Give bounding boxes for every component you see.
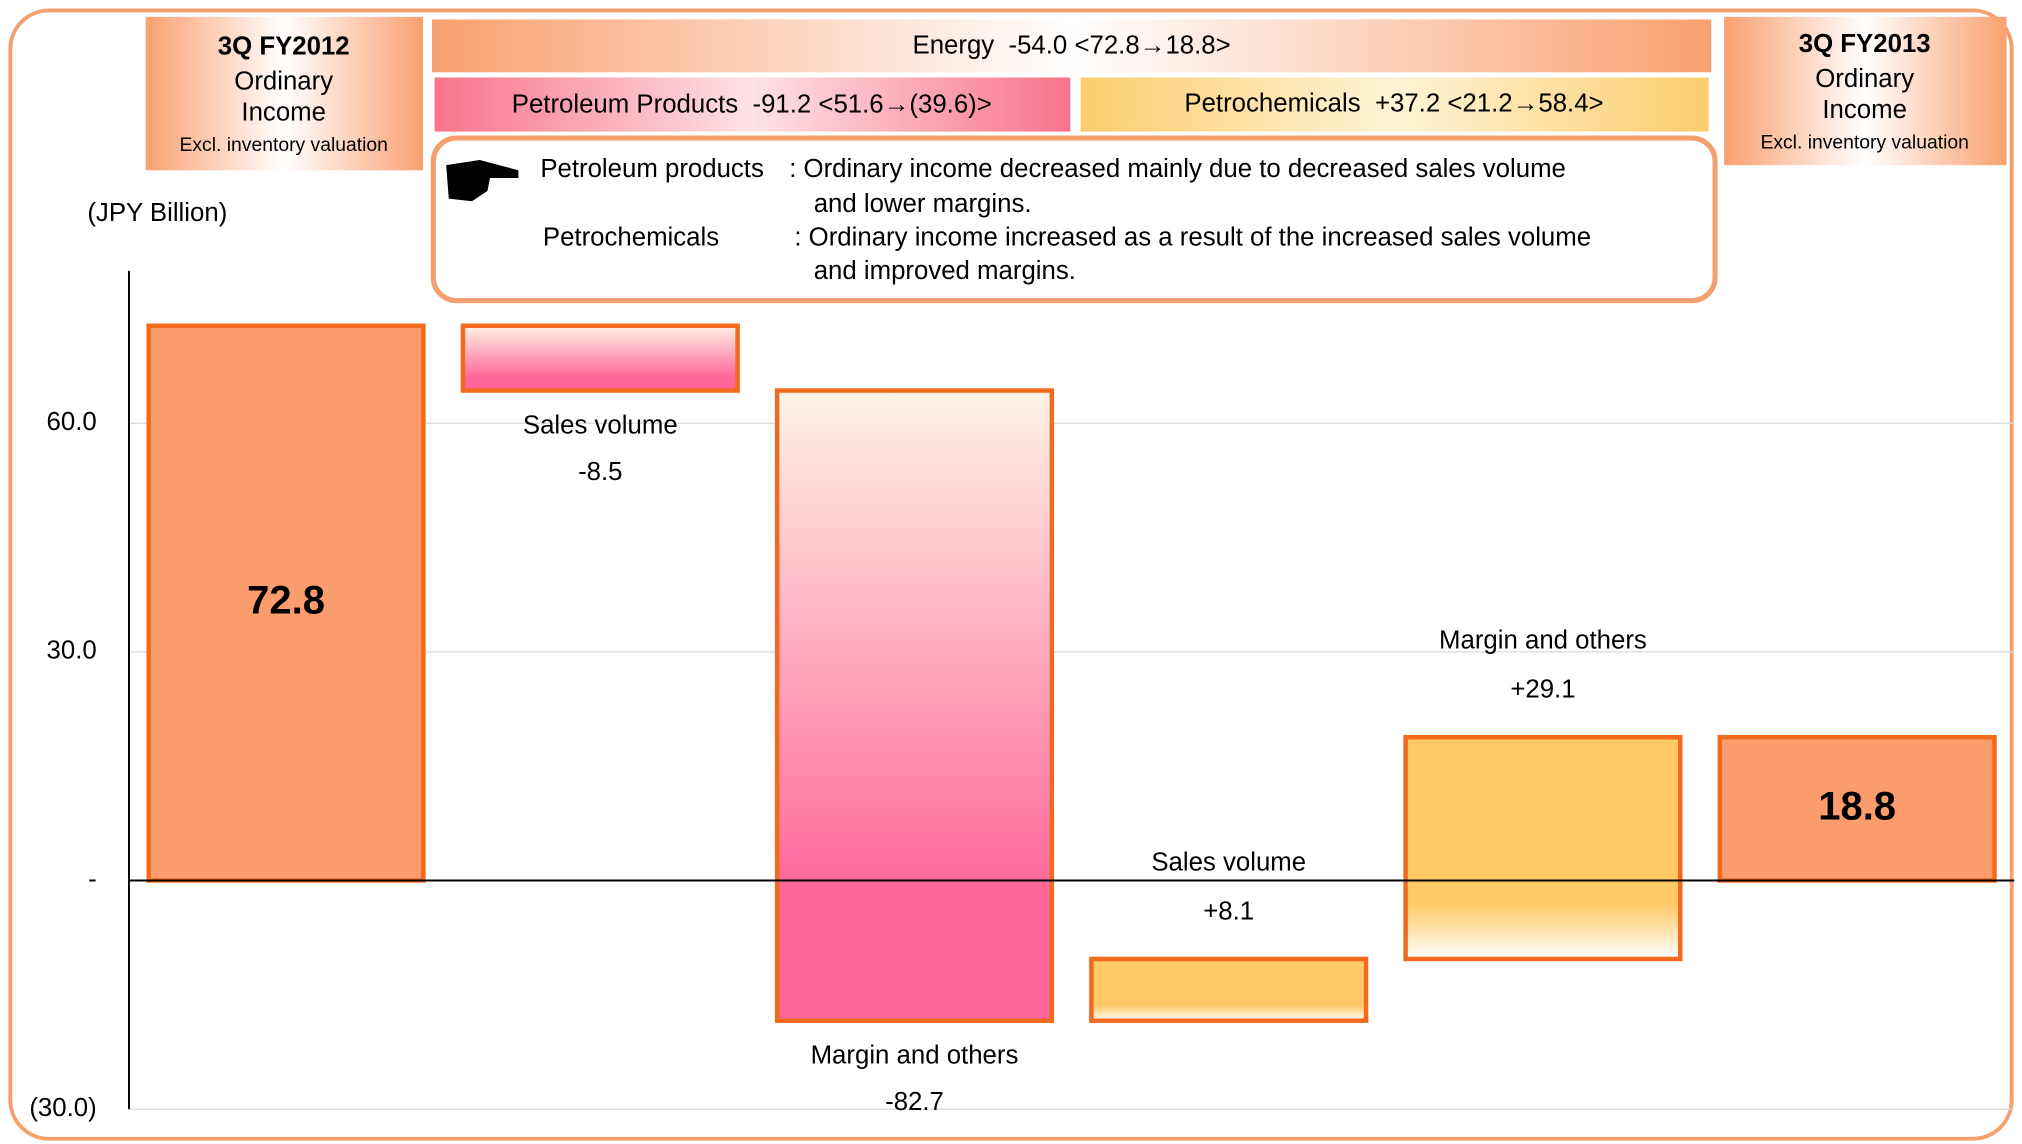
bar [1403, 734, 1683, 962]
value-label: -8.5 [578, 458, 622, 486]
y-tick-label: - [88, 865, 97, 893]
header-text: Excl. inventory valuation [179, 134, 387, 156]
header-box [1724, 16, 2007, 166]
unit-label: (JPY Billion) [87, 199, 227, 227]
header-title: 3Q FY2013 [1799, 30, 1931, 58]
value-label: -82.7 [885, 1088, 944, 1116]
category-label: Sales volume [523, 411, 678, 439]
note-text: and lower margins. [814, 190, 1032, 218]
category-label: Margin and others [1439, 627, 1647, 655]
banner-text: Petroleum Products -91.2 <51.6→(39.6)> [512, 91, 992, 119]
category-label: Margin and others [811, 1042, 1019, 1070]
banner [1080, 77, 1709, 132]
bar [774, 388, 1055, 1023]
header-text: Income [1822, 96, 1907, 124]
banner-text: Petrochemicals +37.2 <21.2→58.4> [1184, 89, 1603, 117]
value-label: 72.8 [247, 579, 325, 623]
banner [431, 19, 1712, 73]
note-text: : Ordinary income increased as a result … [794, 223, 1591, 251]
note-label: Petroleum products [540, 155, 764, 183]
header-text: Excl. inventory valuation [1760, 131, 1968, 153]
header-title: 3Q FY2012 [218, 33, 350, 61]
header-text: Ordinary [234, 67, 333, 95]
bar [1717, 734, 1997, 883]
bar [146, 323, 426, 883]
banner-text: Energy -54.0 <72.8→18.8> [913, 31, 1231, 59]
bar [460, 323, 740, 393]
banner [434, 77, 1071, 132]
y-tick-label: 30.0 [47, 637, 97, 665]
note-label: Petrochemicals [543, 223, 719, 251]
value-label: +29.1 [1510, 676, 1575, 704]
note-box [430, 135, 1718, 304]
category-label: Sales volume [1151, 848, 1306, 876]
hand-icon [446, 159, 519, 202]
y-tick-label: 60.0 [47, 408, 97, 436]
header-text: Income [241, 98, 326, 126]
note-text: and improved margins. [814, 257, 1076, 285]
y-tick-label: (30.0) [29, 1094, 96, 1122]
header-text: Ordinary [1815, 65, 1914, 93]
bar [1089, 956, 1369, 1023]
note-text: : Ordinary income decreased mainly due t… [789, 155, 1566, 183]
value-label: +8.1 [1203, 897, 1254, 925]
header-box [145, 16, 423, 171]
value-label: 18.8 [1818, 784, 1896, 828]
